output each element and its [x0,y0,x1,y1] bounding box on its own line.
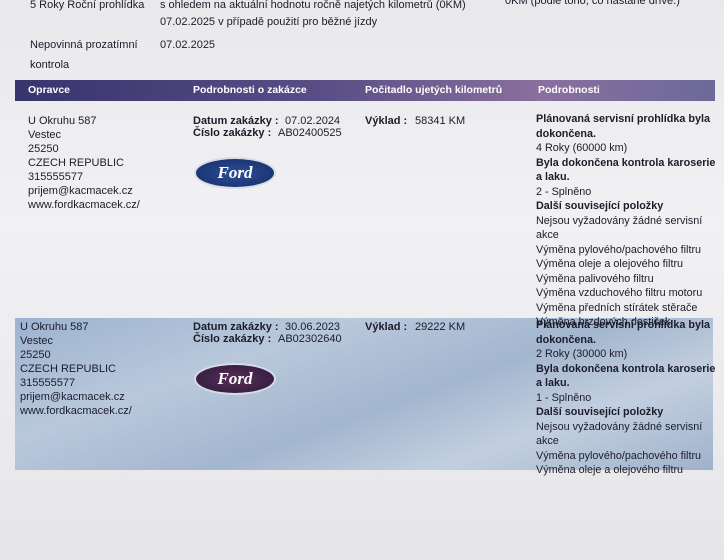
address-line: CZECH REPUBLIC [20,363,116,375]
address-line: U Okruhu 587 [20,321,89,333]
details-list: Plánovaná servisní prohlídka byla dokonč… [536,318,716,478]
top-label: 5 Roky Roční prohlídka [30,0,145,11]
detail-item: Byla dokončena kontrola karoserie a laku… [536,362,716,390]
column-header: Počitadlo ujetých kilometrů [365,84,503,96]
detail-item: Nejsou vyžadovány žádné servisní akce [536,420,703,448]
column-header: Opravce [28,84,71,96]
detail-item: 2 Roky (30000 km) [536,348,628,360]
top-date: 07.02.2025 [160,39,216,51]
detail-item: Výměna brzdových destiček [536,316,671,328]
detail-item: Výměna oleje a olejového filtru [536,258,684,270]
detail-item: Byla dokončena kontrola karoserie a laku… [536,156,716,184]
top-label: Nepovinná prozatímní kontrola [30,39,138,71]
record-background [15,318,713,470]
field-value: 29222 KM [415,321,466,333]
address-line: Vestec [20,335,54,347]
detail-item: 4 Roky (60000 km) [536,142,628,154]
top-text: 07.02.2025 v případě použití pro běžné j… [160,16,378,28]
detail-item: Výměna vzduchového filtru motoru [536,287,703,299]
field-value: 07.02.2024 [285,115,341,127]
detail-item: Výměna pylového/pachového filtru [536,243,702,256]
details-list: Plánovaná servisní prohlídka byla dokonč… [536,112,716,330]
field-value: AB02400525 [278,127,342,139]
column-header: Podrobnosti [538,84,600,96]
detail-item: Výměna palivového filtru [536,272,654,285]
address-line: prijem@kacmacek.cz [28,185,133,197]
field-value: 30.06.2023 [285,321,341,333]
detail-item: Nejsou vyžadovány žádné servisní akce [536,214,703,242]
detail-item: Výměna předních stírátek stěrače [536,301,698,314]
address-line: 25250 [20,349,51,361]
ford-logo: Ford [194,157,276,189]
address-line: Vestec [28,129,62,141]
field-value: AB02302640 [278,333,342,345]
top-right: 0KM (podle toho, co nastane dříve.) [505,0,680,7]
detail-item: Plánovaná servisní prohlídka byla dokonč… [536,319,711,346]
detail-item: Další související položky [536,200,664,212]
detail-item: Další související položky [536,406,664,418]
field-label: Datum zakázky : [193,321,279,333]
field-label: Výklad : [365,115,408,127]
address-line: www.fordkacmacek.cz/ [28,199,140,211]
column-header: Podrobnosti o zakázce [193,84,307,96]
detail-item: Plánovaná servisní prohlídka byla dokonč… [536,113,711,140]
address-line: CZECH REPUBLIC [28,157,124,169]
header-bar: Opravce Podrobnosti o zakázce Počitadlo uj… [15,80,715,101]
detail-item: Výměna oleje a olejového filtru [536,464,684,476]
ford-logo: Ford [194,363,276,395]
top-text: s ohledem na aktuální hodnotu ročně naje… [160,0,466,11]
address-line: prijem@kacmacek.cz [20,391,125,403]
detail-item: 1 - Splněno [536,391,592,404]
detail-item: Výměna pylového/pachového filtru [536,449,702,462]
detail-item: 2 - Splněno [536,185,592,198]
field-label: Datum zakázky : [193,115,279,127]
address-line: 315555577 [20,377,76,389]
field-label: Výklad : [365,321,408,333]
field-label: Číslo zakázky : [193,333,272,345]
field-value: 58341 KM [415,115,466,127]
address-line: U Okruhu 587 [28,115,97,127]
address-line: 315555577 [28,171,84,183]
address-line: 25250 [28,143,59,155]
address-line: www.fordkacmacek.cz/ [20,405,132,417]
field-label: Číslo zakázky : [193,127,272,139]
